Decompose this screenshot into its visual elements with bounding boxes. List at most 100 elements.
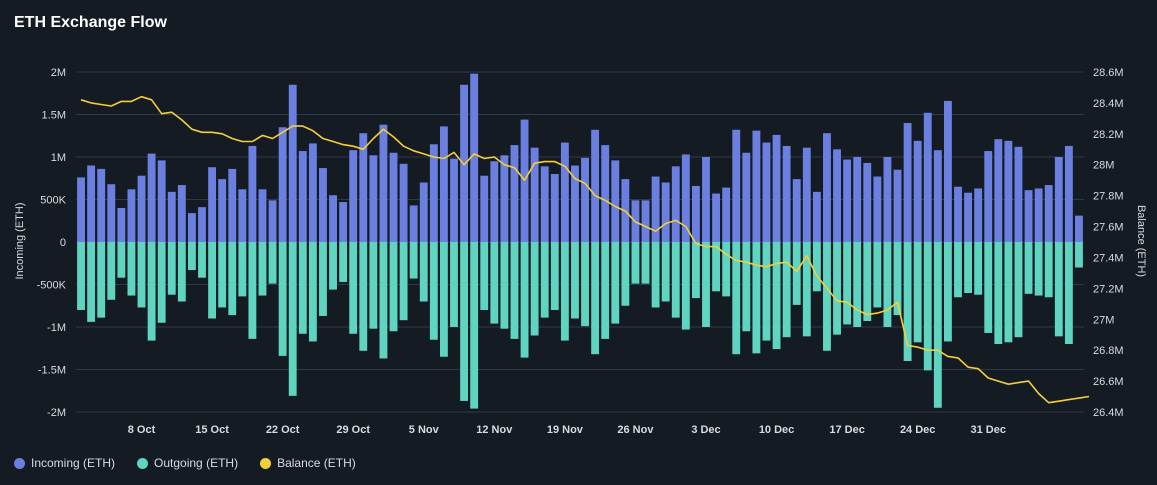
- legend-item-balance[interactable]: Balance (ETH): [260, 456, 356, 470]
- x-tick-label: 29 Oct: [336, 424, 370, 436]
- right-tick-label: 27.4M: [1093, 252, 1124, 264]
- outgoing-bar: [560, 242, 569, 341]
- outgoing-bar: [117, 242, 126, 278]
- balance-line-layer: [80, 95, 1090, 404]
- incoming-bar: [117, 208, 126, 242]
- incoming-bar: [873, 176, 882, 242]
- outgoing-bar: [833, 242, 841, 335]
- outgoing-bar: [742, 242, 751, 332]
- right-tick-label: 27.8M: [1093, 191, 1124, 203]
- outgoing-bar: [631, 242, 640, 284]
- incoming-bar: [1075, 215, 1083, 242]
- outgoing-bar: [167, 242, 176, 295]
- outgoing-bar: [651, 242, 660, 308]
- outgoing-bar: [732, 242, 741, 355]
- x-tick-label: 19 Nov: [547, 424, 584, 436]
- outgoing-bar: [177, 242, 186, 302]
- outgoing-bar: [752, 242, 761, 354]
- incoming-bar: [419, 182, 428, 242]
- right-tick-label: 26.4M: [1093, 407, 1124, 419]
- incoming-bar: [87, 165, 96, 242]
- incoming-bar: [258, 189, 267, 242]
- incoming-bar: [288, 84, 297, 242]
- chart-title: ETH Exchange Flow: [14, 14, 167, 31]
- incoming-bar: [157, 160, 166, 242]
- outgoing-bar: [681, 242, 690, 330]
- outgoing-bar: [863, 242, 872, 322]
- outgoing-bar: [278, 242, 287, 356]
- incoming-bar: [833, 149, 841, 242]
- outgoing-bar: [722, 242, 731, 297]
- y-axis-label-left: Incoming (ETH): [14, 202, 26, 279]
- outgoing-bar: [843, 242, 852, 325]
- incoming-bar: [530, 147, 539, 242]
- incoming-bar: [651, 176, 660, 242]
- outgoing-bar: [389, 242, 398, 332]
- incoming-bar: [802, 147, 811, 242]
- outgoing-bar: [97, 242, 106, 318]
- incoming-bar: [127, 189, 136, 242]
- outgoing-bar: [1014, 242, 1023, 338]
- outgoing-bar: [319, 242, 327, 316]
- incoming-bar: [964, 192, 973, 242]
- incoming-bar: [661, 182, 670, 242]
- x-tick-label: 15 Oct: [195, 424, 229, 436]
- incoming-bar: [208, 167, 217, 242]
- outgoing-bar: [772, 242, 781, 350]
- incoming-bar: [177, 185, 186, 242]
- x-tick-label: 3 Dec: [691, 424, 720, 436]
- outgoing-bar: [187, 242, 196, 271]
- incoming-bar: [994, 139, 1003, 242]
- outgoing-bar: [198, 242, 206, 278]
- y-axis-label-right: Balance (ETH): [1135, 205, 1147, 277]
- outgoing-bar: [702, 242, 710, 327]
- outgoing-bar: [218, 242, 227, 308]
- outgoing-bar: [954, 242, 962, 298]
- right-axis: 28.6M 28.4M 28.2M 28M 27.8M 27.6M 27.4M 27.2M 27…: [1093, 67, 1124, 419]
- balance-swatch-icon: [260, 457, 272, 469]
- incoming-bar: [954, 186, 962, 242]
- right-tick-label: 28.4M: [1093, 98, 1124, 110]
- incoming-bar: [107, 184, 116, 242]
- incoming-bar: [77, 177, 85, 242]
- left-tick-label: -2M: [47, 407, 66, 419]
- incoming-bar: [1014, 146, 1023, 242]
- outgoing-bar: [1004, 242, 1013, 343]
- outgoing-bar: [157, 242, 166, 323]
- incoming-bar: [762, 142, 771, 242]
- incoming-bar: [1004, 140, 1013, 242]
- outgoing-bar: [1064, 242, 1073, 344]
- outgoing-bar: [782, 242, 791, 338]
- outgoing-bar: [873, 242, 882, 308]
- outgoing-bar: [500, 242, 509, 329]
- outgoing-bar: [712, 242, 721, 292]
- incoming-bar: [228, 168, 237, 242]
- incoming-bar: [218, 179, 227, 242]
- outgoing-bar: [611, 242, 620, 324]
- right-tick-label: 28.2M: [1093, 129, 1124, 141]
- incoming-bar: [268, 200, 277, 242]
- incoming-bar: [329, 195, 337, 242]
- legend-item-outgoing[interactable]: Outgoing (ETH): [137, 456, 238, 470]
- incoming-bar: [319, 168, 327, 242]
- x-tick-label: 10 Dec: [759, 424, 794, 436]
- incoming-bar: [571, 165, 579, 242]
- incoming-bar: [379, 124, 388, 242]
- outgoing-bar: [77, 242, 85, 310]
- incoming-bar: [611, 160, 620, 242]
- incoming-bar: [167, 191, 176, 242]
- legend-item-incoming[interactable]: Incoming (ETH): [14, 456, 115, 470]
- outgoing-bar: [1075, 242, 1083, 268]
- outgoing-bar: [601, 242, 610, 339]
- incoming-bar: [369, 155, 378, 242]
- incoming-bar: [450, 158, 458, 242]
- incoming-bar: [238, 189, 247, 242]
- incoming-bar: [792, 179, 801, 242]
- incoming-swatch-icon: [14, 457, 25, 469]
- right-tick-label: 27M: [1093, 314, 1114, 326]
- x-tick-label: 17 Dec: [829, 424, 864, 436]
- incoming-bar: [913, 140, 922, 242]
- incoming-bar: [772, 134, 781, 242]
- outgoing-bar: [581, 242, 589, 327]
- legend-label-balance: Balance (ETH): [277, 456, 356, 470]
